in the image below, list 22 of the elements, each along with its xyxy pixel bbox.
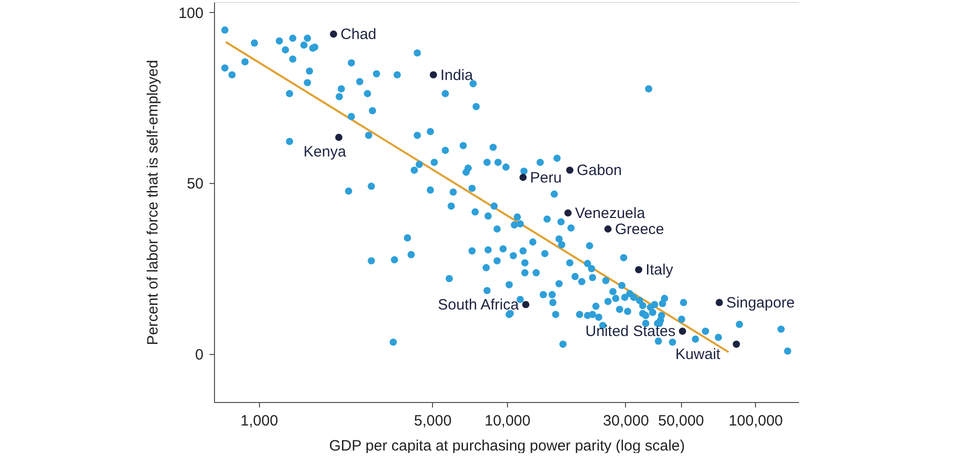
annotation: Venezuela <box>574 204 646 222</box>
annotation: Singapore <box>726 294 795 312</box>
x-tick-label: 50,000 <box>658 412 704 430</box>
annotation: South Africa <box>438 296 520 314</box>
annotation: Chad <box>340 26 376 44</box>
annotation: United States <box>585 323 676 340</box>
y-tick-label: 50 <box>186 176 204 193</box>
annotation: Gabon <box>576 162 622 180</box>
y-axis-title: Percent of labor force that is self-employed <box>144 60 162 346</box>
x-tick-label: 1,000 <box>240 412 278 430</box>
x-tick-label: 30,000 <box>603 412 649 430</box>
y-tick-label: 100 <box>178 4 204 22</box>
y-tick-label: 0 <box>195 346 204 364</box>
annotation: Peru <box>530 169 562 186</box>
annotation: Kenya <box>304 143 347 160</box>
x-tick-label: 5,000 <box>414 412 452 430</box>
annotation: Kuwait <box>675 346 722 364</box>
annotation: Greece <box>614 221 664 238</box>
x-tick-label: 10,000 <box>484 412 530 430</box>
annotation: Italy <box>646 262 674 279</box>
annotation: India <box>440 66 474 84</box>
x-tick-label: 100,000 <box>728 412 783 430</box>
